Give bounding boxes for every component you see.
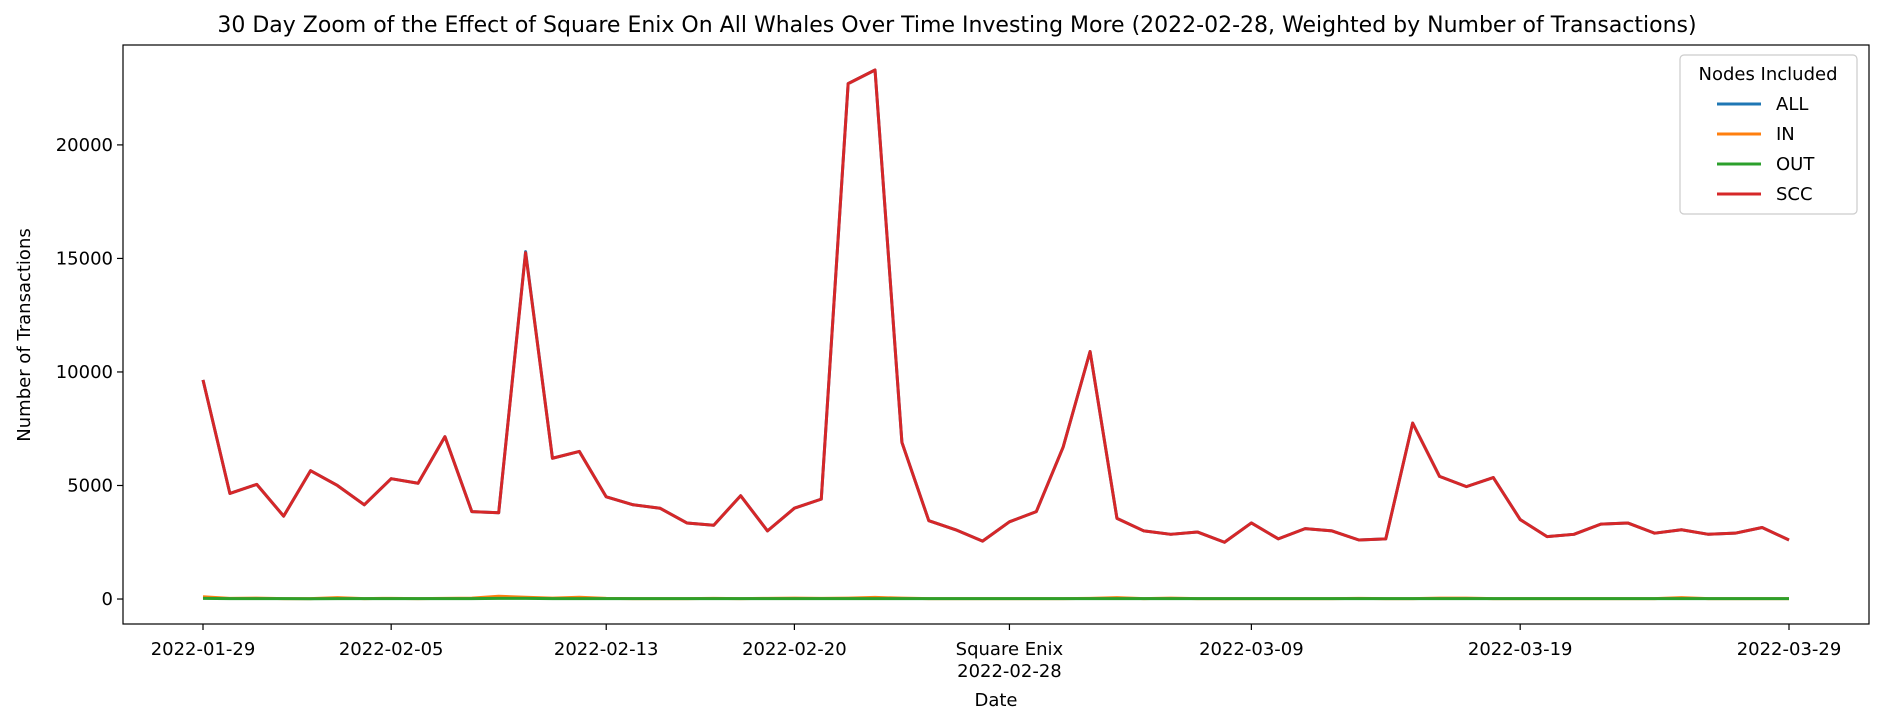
- y-tick-label: 0: [102, 589, 113, 610]
- legend-label-out: OUT: [1776, 154, 1815, 175]
- legend: Nodes Included ALL IN OUT SCC: [1679, 54, 1858, 215]
- x-tick-label: 2022-01-29: [151, 639, 256, 660]
- y-tick-label: 5000: [67, 475, 113, 496]
- legend-label-scc: SCC: [1776, 184, 1813, 205]
- series-line-all: [201, 68, 1790, 544]
- x-tick-label: 2022-02-20: [742, 639, 847, 660]
- x-tick-label: 2022-03-19: [1468, 639, 1573, 660]
- plot-frame: [122, 44, 1870, 625]
- plot-area: [201, 68, 1790, 601]
- x-axis-label: Date: [974, 690, 1017, 711]
- x-axis: 2022-01-29 2022-02-05 2022-02-13 2022-02-20…: [151, 624, 1842, 682]
- event-tick-label: Square Enix: [956, 639, 1064, 660]
- x-tick-label: 2022-02-13: [554, 639, 659, 660]
- chart-title: 30 Day Zoom of the Effect of Square Enix…: [217, 13, 1696, 38]
- legend-box: [1679, 54, 1858, 215]
- x-tick-label: 2022-03-09: [1199, 639, 1304, 660]
- y-tick-label: 20000: [56, 135, 113, 156]
- legend-title: Nodes Included: [1698, 64, 1837, 85]
- series-line-scc: [201, 68, 1790, 544]
- legend-label-all: ALL: [1776, 94, 1808, 115]
- x-tick-label: 2022-02-05: [339, 639, 444, 660]
- y-tick-label: 15000: [56, 248, 113, 269]
- y-axis: 0 5000 10000 15000 20000: [56, 135, 123, 610]
- y-tick-label: 10000: [56, 362, 113, 383]
- x-tick-label: 2022-03-29: [1737, 639, 1842, 660]
- x-tick-label: 2022-02-28: [957, 661, 1062, 682]
- y-axis-label: Number of Transactions: [14, 228, 35, 441]
- legend-label-in: IN: [1776, 124, 1795, 145]
